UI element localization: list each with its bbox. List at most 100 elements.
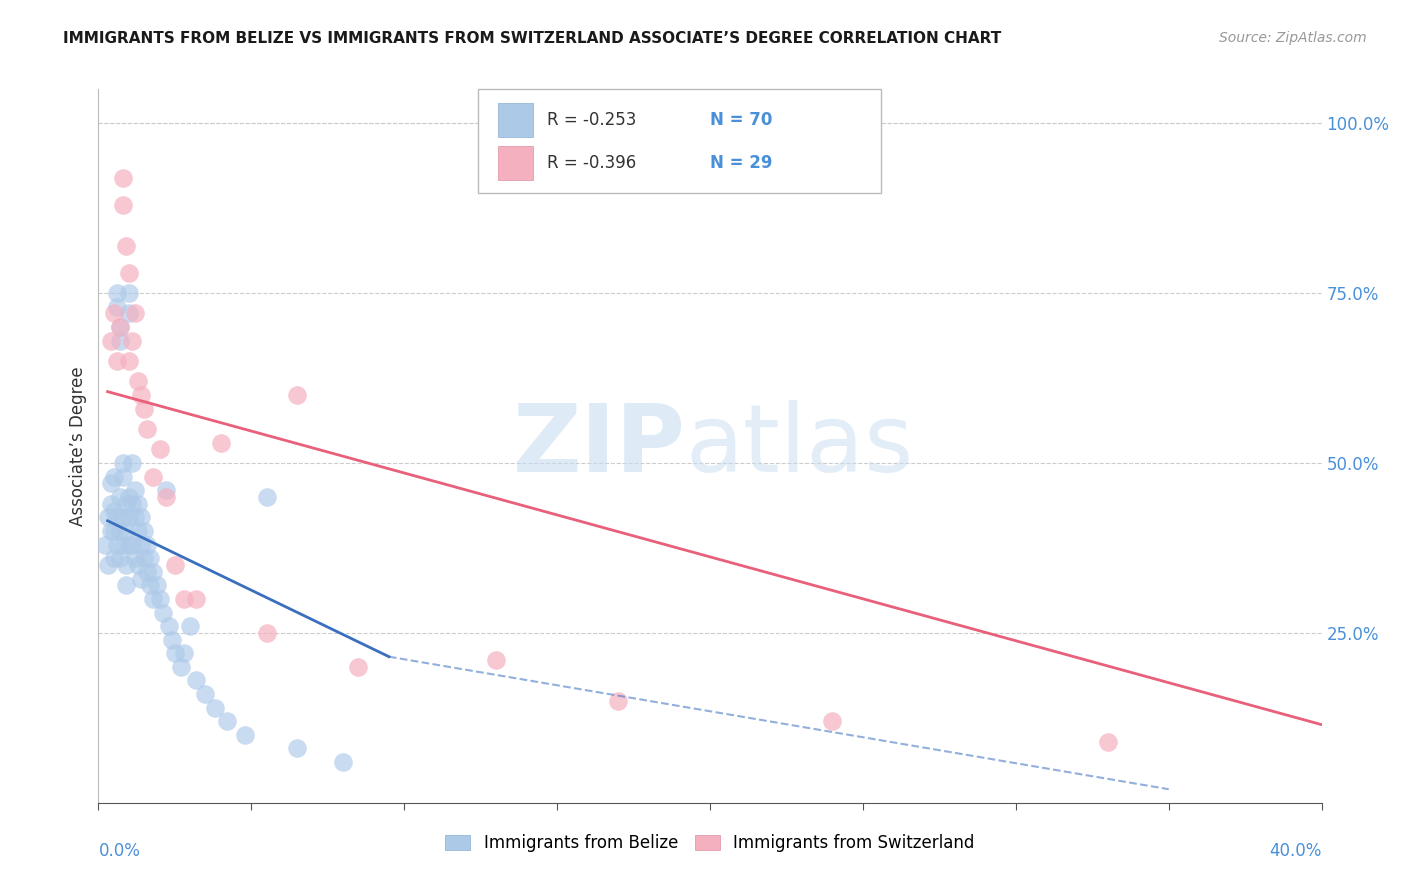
Point xyxy=(194,687,217,701)
Point xyxy=(115,578,138,592)
Point xyxy=(1097,734,1119,748)
Point xyxy=(256,626,278,640)
Point xyxy=(124,551,146,566)
Text: ZIP: ZIP xyxy=(513,400,686,492)
Point xyxy=(149,591,172,606)
Bar xyxy=(498,145,533,180)
Point xyxy=(145,578,167,592)
Point xyxy=(115,524,138,538)
Point xyxy=(136,565,159,579)
Point xyxy=(115,497,138,511)
Point xyxy=(108,320,131,334)
Point xyxy=(136,422,159,436)
Point xyxy=(163,558,186,572)
Point xyxy=(127,375,149,389)
Point xyxy=(118,354,141,368)
Point xyxy=(209,435,232,450)
Point xyxy=(100,497,122,511)
Point xyxy=(127,524,149,538)
Point xyxy=(118,510,141,524)
Bar xyxy=(498,103,533,137)
Point xyxy=(103,524,125,538)
Point xyxy=(163,646,186,660)
Point xyxy=(108,490,131,504)
Text: N = 29: N = 29 xyxy=(710,153,772,171)
Point xyxy=(485,653,508,667)
Text: 40.0%: 40.0% xyxy=(1270,842,1322,860)
Point xyxy=(139,578,162,592)
Point xyxy=(118,286,141,301)
Point xyxy=(121,334,143,348)
Point xyxy=(124,306,146,320)
Point xyxy=(285,388,308,402)
Point xyxy=(607,694,630,708)
Point xyxy=(160,632,183,647)
Y-axis label: Associate’s Degree: Associate’s Degree xyxy=(69,367,87,525)
Point xyxy=(103,306,125,320)
Point xyxy=(173,591,195,606)
Point xyxy=(139,551,162,566)
Point xyxy=(136,537,159,551)
Point xyxy=(115,238,138,252)
Point xyxy=(173,646,195,660)
Point xyxy=(111,456,134,470)
Point xyxy=(142,591,165,606)
Point xyxy=(118,266,141,280)
Point xyxy=(111,510,134,524)
Point xyxy=(256,490,278,504)
Point xyxy=(233,728,256,742)
Point xyxy=(108,334,131,348)
Point xyxy=(118,490,141,504)
Point xyxy=(100,524,122,538)
Point xyxy=(108,551,131,566)
Point xyxy=(118,537,141,551)
Point xyxy=(124,483,146,498)
Point xyxy=(127,558,149,572)
Point xyxy=(105,286,128,301)
Point xyxy=(103,503,125,517)
Point xyxy=(129,537,152,551)
Point xyxy=(103,551,125,566)
Point xyxy=(129,510,152,524)
Point xyxy=(111,469,134,483)
Point xyxy=(100,476,122,491)
Point xyxy=(111,198,134,212)
Text: 0.0%: 0.0% xyxy=(98,842,141,860)
Point xyxy=(134,401,156,416)
Point xyxy=(115,558,138,572)
Point xyxy=(134,524,156,538)
Point xyxy=(179,619,201,633)
Point xyxy=(142,565,165,579)
Point xyxy=(118,306,141,320)
Point xyxy=(215,714,238,729)
Point xyxy=(121,456,143,470)
Point xyxy=(155,483,177,498)
Point xyxy=(105,354,128,368)
Point xyxy=(103,469,125,483)
Point xyxy=(127,497,149,511)
Point xyxy=(108,524,131,538)
Point xyxy=(332,755,354,769)
Legend: Immigrants from Belize, Immigrants from Switzerland: Immigrants from Belize, Immigrants from … xyxy=(439,828,981,859)
Point xyxy=(105,510,128,524)
Point xyxy=(100,334,122,348)
Point xyxy=(134,551,156,566)
Point xyxy=(108,320,131,334)
Point xyxy=(204,700,226,714)
Text: Source: ZipAtlas.com: Source: ZipAtlas.com xyxy=(1219,31,1367,45)
Point xyxy=(142,469,165,483)
FancyBboxPatch shape xyxy=(478,89,882,193)
Point xyxy=(152,606,174,620)
Text: R = -0.253: R = -0.253 xyxy=(547,111,637,128)
Point xyxy=(155,490,177,504)
Point xyxy=(149,442,172,457)
Point xyxy=(111,537,134,551)
Point xyxy=(347,660,370,674)
Text: R = -0.396: R = -0.396 xyxy=(547,153,637,171)
Point xyxy=(121,537,143,551)
Point xyxy=(157,619,180,633)
Point xyxy=(105,300,128,314)
Point xyxy=(93,537,115,551)
Point xyxy=(124,510,146,524)
Point xyxy=(97,558,120,572)
